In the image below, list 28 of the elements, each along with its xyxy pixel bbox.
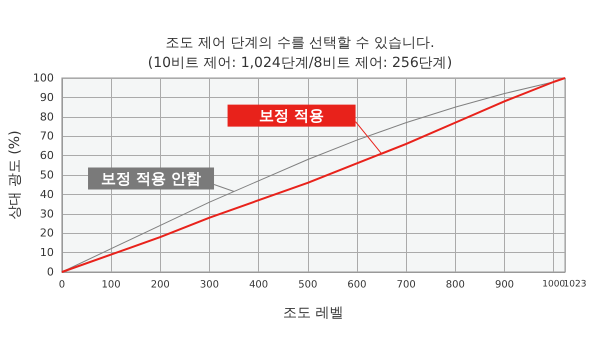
y-tick-label: 20 [40, 226, 54, 240]
x-axis-title: 조도 레벨 [283, 305, 344, 321]
x-tick-label: 900 [494, 280, 514, 290]
y-tick-label: 10 [40, 246, 54, 260]
x-tick-label: 1023 [564, 280, 586, 290]
x-tick-label: 100 [102, 280, 121, 290]
y-tick-label: 60 [40, 149, 54, 162]
y-tick-label: 30 [40, 207, 54, 220]
y-axis-title: 상대 광도 (%) [7, 130, 23, 220]
y-tick-label: 100 [32, 72, 54, 84]
y-tick-label: 0 [46, 266, 54, 278]
x-tick-label: 300 [200, 280, 219, 290]
x-tick-label: 1000 [542, 280, 566, 290]
x-tick-label: 400 [249, 280, 268, 290]
text: 보정 적용 [258, 106, 324, 125]
y-tick-label: 70 [40, 130, 54, 143]
x-tick-label: 500 [298, 280, 318, 290]
y-tick-label: 90 [40, 90, 54, 104]
y-tick-label: 50 [40, 168, 54, 182]
legend-label: 보정 적용 안함 [100, 169, 202, 188]
x-tick-label: 0 [58, 280, 66, 290]
x-tick-label: 700 [396, 280, 416, 290]
y-tick-label: 40 [40, 188, 54, 201]
chart-title: 조도 제어 단계의 수를 선택할 수 있습니다. (10비트 제어: 1,024단계/8비트 제어: 256단계) [148, 35, 452, 71]
x-tick-label: 800 [446, 280, 465, 290]
x-tick-label: 600 [347, 280, 367, 290]
y-tick-label: 80 [40, 110, 54, 124]
x-tick-label: 200 [150, 280, 170, 290]
